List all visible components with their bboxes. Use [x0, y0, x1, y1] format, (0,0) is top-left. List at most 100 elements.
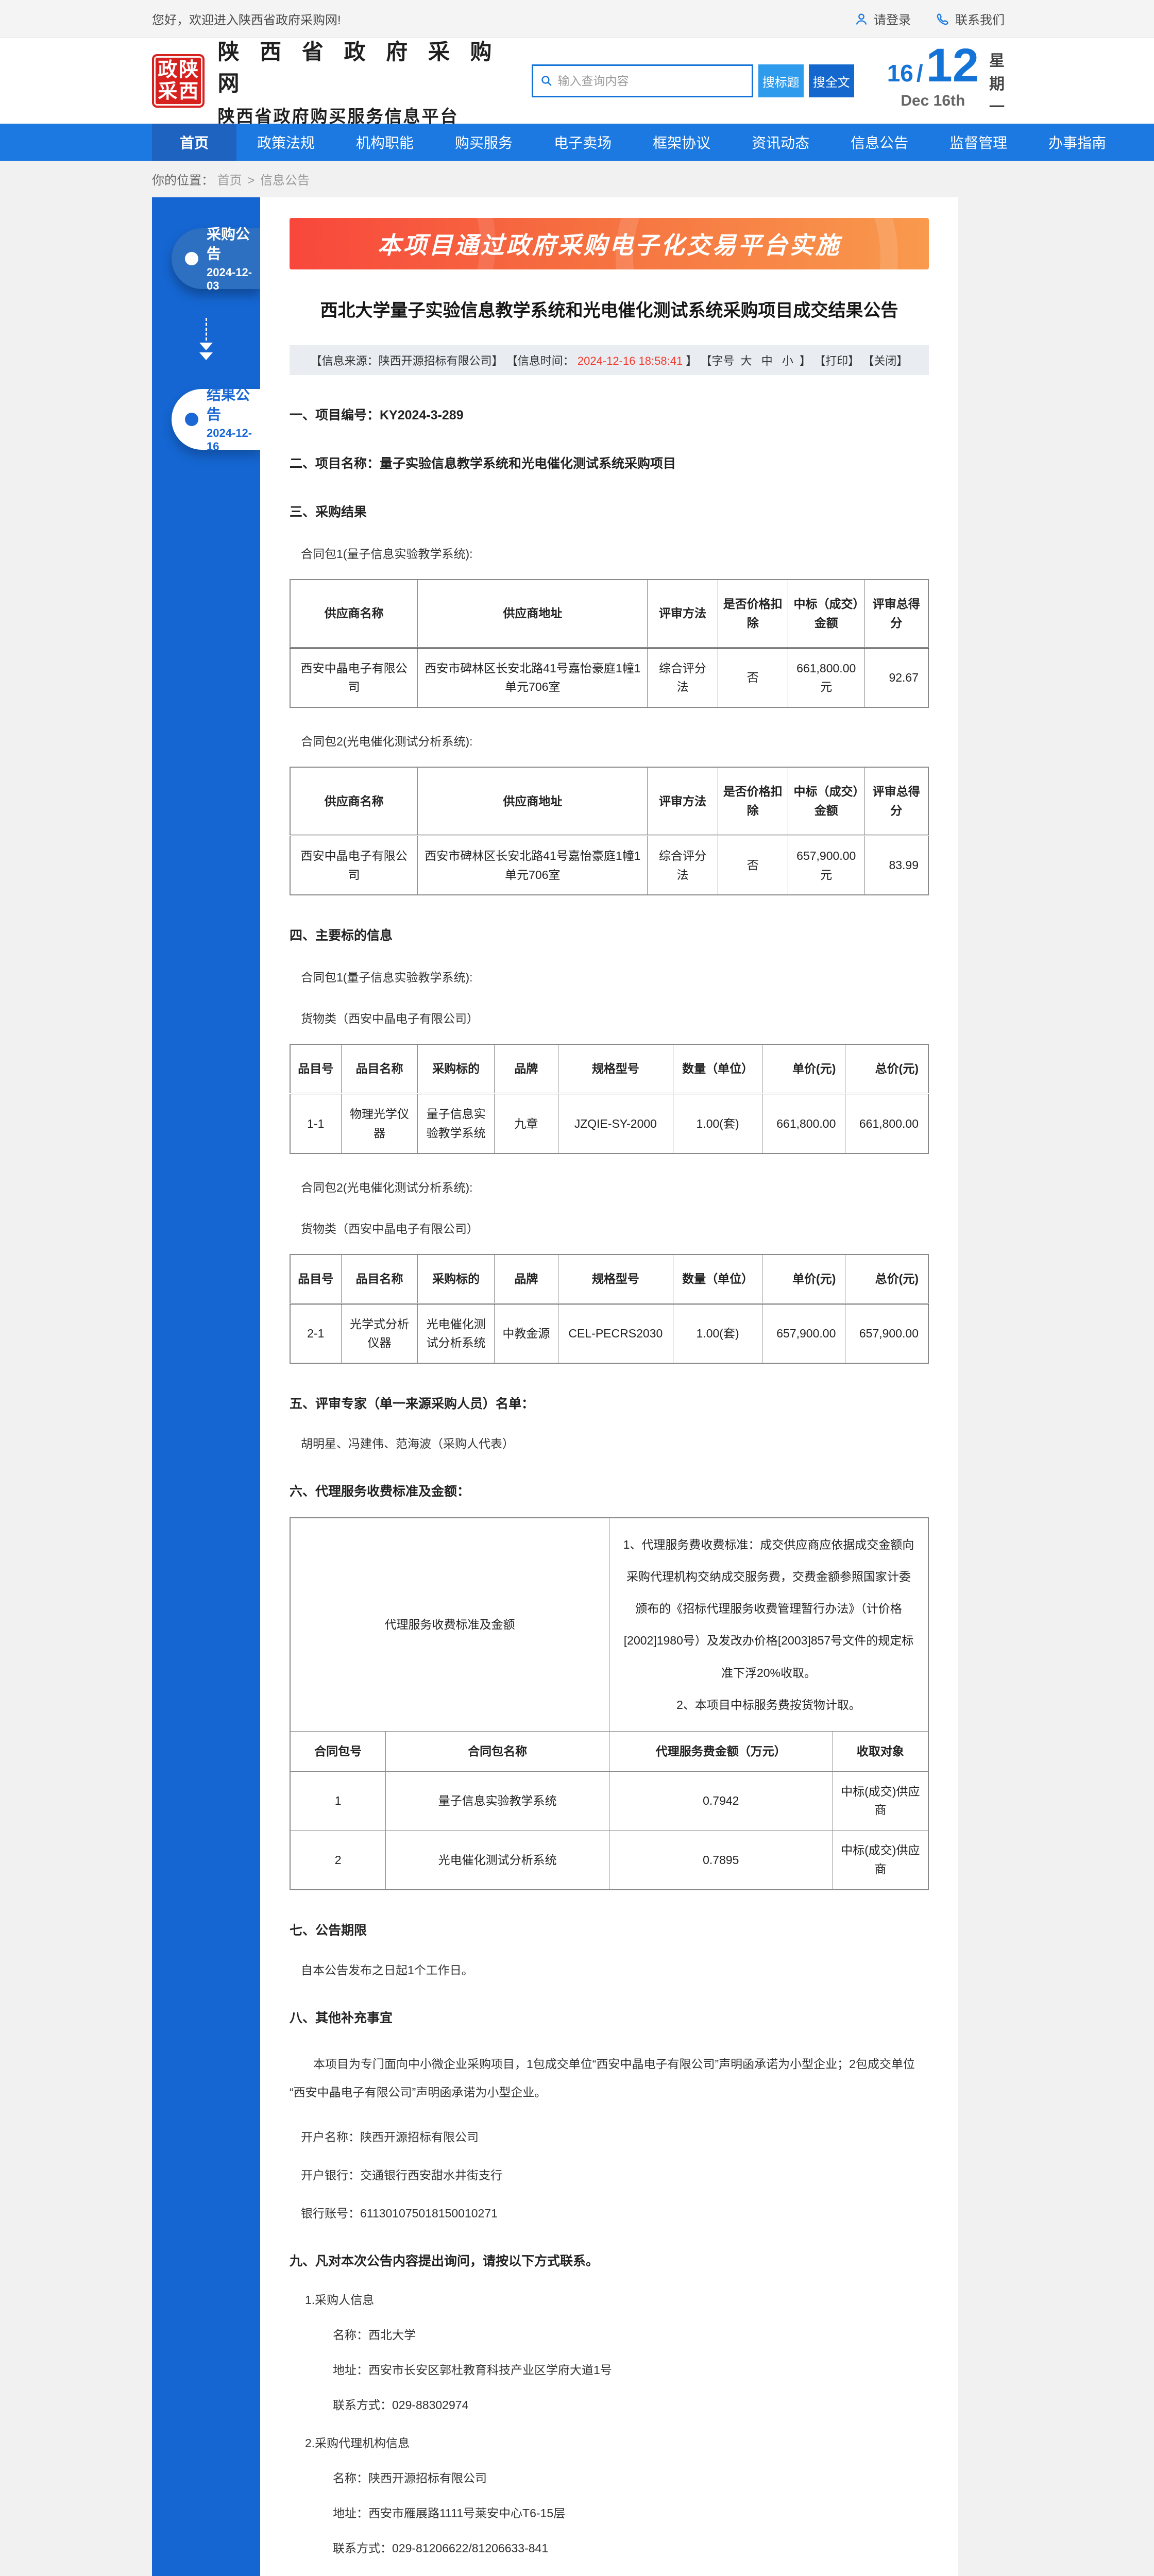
- arrow-down-icon: [152, 318, 260, 360]
- table-row: 西安中晶电子有限公司 西安市碑林区长安北路41号嘉怡豪庭1幢1单元706室 综合…: [290, 835, 929, 895]
- column-header: 规格型号: [557, 1044, 673, 1095]
- search-input[interactable]: [557, 74, 744, 88]
- column-header: 评审方法: [647, 579, 718, 649]
- cell-total-price: 661,800.00: [845, 1093, 929, 1154]
- page-title: 西北大学量子实验信息教学系统和光电催化测试系统采购项目成交结果公告: [320, 301, 898, 320]
- column-header: 中标（成交）金额: [787, 767, 865, 836]
- column-header: 合同包名称: [385, 1731, 609, 1772]
- site-logo[interactable]: 政 陕 采 西: [152, 54, 205, 108]
- top-utility-bar: 您好，欢迎进入陕西省政府采购网! 请登录 联系我们: [0, 0, 1154, 38]
- column-header: 是否价格扣除: [717, 767, 788, 836]
- column-header: 数量（单位）: [672, 1254, 763, 1304]
- section-7-announcement-period: 七、公告期限: [290, 1923, 367, 1938]
- site-subtitle: 陕西省政府购买服务信息平台: [217, 107, 459, 126]
- cell-review-method: 综合评分法: [647, 647, 718, 708]
- date-english: Dec 16th: [901, 92, 965, 109]
- font-size-large[interactable]: 大: [740, 354, 752, 367]
- nav-item-purchase-services[interactable]: 购买服务: [455, 135, 513, 151]
- breadcrumb-separator: >: [247, 174, 255, 188]
- breadcrumb-prefix: 你的位置：: [152, 174, 214, 188]
- print-button[interactable]: 【打印】: [814, 354, 860, 367]
- cell-quantity: 1.00(套): [672, 1303, 763, 1364]
- nav-item-framework[interactable]: 框架协议: [653, 135, 711, 151]
- nav-item-policies[interactable]: 政策法规: [257, 135, 315, 151]
- nav-item-announcements[interactable]: 信息公告: [851, 135, 909, 151]
- column-header: 采购标的: [417, 1254, 495, 1304]
- search-title-button[interactable]: 搜标题: [758, 64, 804, 97]
- meta-time-value: 2024-12-16 18:58:41: [577, 354, 683, 367]
- agency-address: 地址：西安市雁展路1111号莱安中心T6-15层: [333, 2506, 566, 2520]
- cell-package-no: 2: [290, 1830, 386, 1890]
- contact-link[interactable]: 联系我们: [936, 10, 1005, 28]
- logo-char: 政: [158, 59, 178, 81]
- date-slash: /: [916, 59, 923, 87]
- nav-item-guide[interactable]: 办事指南: [1048, 135, 1107, 151]
- purchaser-info-title: 1.采购人信息: [305, 2293, 375, 2307]
- sidebar-step-result-announcement[interactable]: 结果公告 2024-12-16: [172, 387, 260, 453]
- bank-account-number: 银行账号：611301075018150010271: [301, 2207, 498, 2221]
- nav-item-e-marketplace[interactable]: 电子卖场: [554, 135, 612, 151]
- table-row: 2-1 光学式分析仪器 光电催化测试分析系统 中教金源 CEL-PECRS203…: [290, 1303, 929, 1364]
- breadcrumb: 你的位置： 首页 > 信息公告: [0, 161, 1154, 195]
- search-field[interactable]: [531, 64, 753, 97]
- column-header: 供应商地址: [417, 579, 648, 649]
- login-link[interactable]: 请登录: [854, 10, 911, 28]
- cell-total-price: 657,900.00: [845, 1303, 929, 1364]
- step-dot-icon: [185, 252, 198, 265]
- breadcrumb-home[interactable]: 首页: [217, 174, 242, 188]
- meta-time-label: 【信息时间：: [506, 354, 574, 367]
- fee-desc-line1: 1、代理服务费收费标准：成交供应商应依据成交金额向采购代理机构交纳成交服务费，交…: [623, 1538, 914, 1680]
- date-month: 12: [926, 39, 979, 92]
- column-header: 品目号: [290, 1254, 342, 1304]
- package1-label: 合同包1(量子信息实验教学系统):: [301, 547, 473, 561]
- column-header: 总价(元): [845, 1254, 929, 1304]
- cell-brand: 中教金源: [494, 1303, 558, 1364]
- cell-package-name: 光电催化测试分析系统: [385, 1830, 609, 1890]
- close-button[interactable]: 【关闭】: [862, 354, 908, 367]
- search-icon: [541, 76, 552, 86]
- step-dot-icon: [185, 413, 198, 426]
- nav-item-home[interactable]: 首页: [152, 124, 237, 161]
- bank-account-name: 开户名称：陕西开源招标有限公司: [301, 2130, 479, 2144]
- search-fulltext-button[interactable]: 搜全文: [808, 64, 854, 97]
- section-1-project-number: 一、项目编号：KY2024-3-289: [290, 408, 464, 422]
- banner-text: 本项目通过政府采购电子化交易平台实施: [377, 232, 841, 259]
- column-header: 供应商名称: [290, 579, 418, 649]
- fee-standard-description: 1、代理服务费收费标准：成交供应商应依据成交金额向采购代理机构交纳成交服务费，交…: [608, 1517, 929, 1732]
- cell-review-method: 综合评分法: [647, 835, 718, 895]
- announcement-period-text: 自本公告发布之日起1个工作日。: [301, 1963, 473, 1977]
- table-row: 1-1 物理光学仪器 量子信息实验教学系统 九章 JZQIE-SY-2000 1…: [290, 1093, 929, 1154]
- site-header: 政 陕 采 西 陕 西 省 政 府 采 购 网 陕西省政府购买服务信息平台 搜标…: [0, 38, 1154, 126]
- column-header: 品目名称: [341, 1254, 418, 1304]
- cell-unit-price: 657,900.00: [762, 1303, 846, 1364]
- cell-fee-amount: 0.7942: [608, 1771, 833, 1831]
- sidebar-step-procurement-announcement[interactable]: 采购公告 2024-12-03: [172, 226, 260, 292]
- welcome-text: 您好，欢迎进入陕西省政府采购网!: [152, 13, 341, 27]
- table-row: 西安中晶电子有限公司 西安市碑林区长安北路41号嘉怡豪庭1幢1单元706室 综合…: [290, 647, 929, 708]
- section-6-agency-fee: 六、代理服务收费标准及金额：: [290, 1484, 470, 1499]
- purchaser-name: 名称：西北大学: [333, 2328, 416, 2342]
- cell-item-no: 2-1: [290, 1303, 342, 1364]
- nav-item-functions[interactable]: 机构职能: [356, 135, 414, 151]
- result-table-package1: 供应商名称 供应商地址 评审方法 是否价格扣除 中标（成交）金额 评审总得分 西…: [290, 579, 929, 708]
- breadcrumb-current[interactable]: 信息公告: [260, 174, 310, 188]
- cell-total-score: 92.67: [864, 647, 929, 708]
- main-nav: 首页 政策法规 机构职能 购买服务 电子卖场 框架协议 资讯动态 信息公告 监督…: [0, 124, 1154, 161]
- purchaser-address: 地址：西安市长安区郭杜教育科技产业区学府大道1号: [333, 2363, 612, 2377]
- nav-item-supervision[interactable]: 监督管理: [949, 135, 1008, 151]
- weekday-char: 星: [989, 52, 1005, 70]
- table-row: 1 量子信息实验教学系统 0.7942 中标(成交)供应商: [290, 1771, 929, 1831]
- section-8-supplementary: 八、其他补充事宜: [290, 2010, 393, 2025]
- meta-source: 【信息来源：陕西开源招标有限公司】: [310, 354, 503, 367]
- user-icon: [856, 13, 867, 25]
- goods-category-label: 货物类（西安中晶电子有限公司）: [301, 1222, 479, 1235]
- font-size-medium[interactable]: 中: [761, 354, 773, 367]
- package2-label: 合同包2(光电催化测试分析系统):: [301, 1180, 473, 1194]
- step-date: 2024-12-03: [207, 265, 252, 292]
- column-header: 代理服务费金额（万元）: [608, 1731, 833, 1772]
- article-panel: 本项目通过政府采购电子化交易平台实施 西北大学量子实验信息教学系统和光电催化测试…: [260, 197, 958, 2576]
- nav-item-news[interactable]: 资讯动态: [752, 135, 810, 151]
- column-header: 品目名称: [341, 1044, 418, 1095]
- column-header: 合同包号: [290, 1731, 386, 1772]
- font-size-small[interactable]: 小: [782, 354, 793, 367]
